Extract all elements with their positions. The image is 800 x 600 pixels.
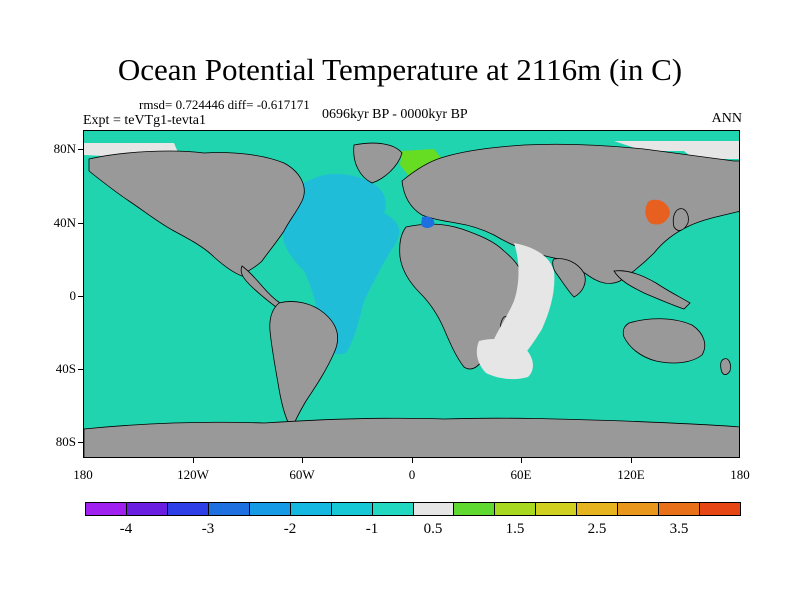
lon-label-180e: 180 [730,467,750,482]
colorbar-swatch [495,503,537,515]
lat-tick [78,296,83,297]
colorbar-swatch [372,503,414,515]
colorbar-label: 3.5 [669,521,689,537]
land-eurasia [401,143,739,284]
experiment-label: Expt = teVTg1-tevta1 [83,113,206,128]
land-north-america [88,150,305,277]
colorbar-swatch [126,503,168,515]
lon-tick [302,458,303,463]
map-title: Ocean Potential Temperature at 2116m (in… [117,52,683,87]
lon-label-120w: 120W [177,467,209,482]
lat-tick [78,442,83,443]
colorbar-label: -2 [283,521,297,537]
colorbar-label: -3 [201,521,215,537]
lon-label-120e: 120E [617,467,645,482]
stats-label: rmsd= 0.724446 diff= -0.617171 [139,97,310,112]
land-antarctica [84,417,739,457]
lon-label-60w: 60W [289,467,315,482]
ocean-temperature-map [84,131,739,457]
colorbar-swatch [86,503,127,515]
lon-label-0: 0 [408,467,416,482]
colorbar-label: -1 [365,521,379,537]
land-greenland [353,142,403,184]
japan-warm-region [645,199,670,225]
colorbar-swatch [577,503,619,515]
colorbar-swatch [454,503,496,515]
colorbar-swatch [536,503,578,515]
lon-label-60e: 60E [510,467,532,482]
colorbar-swatch [290,503,332,515]
lat-tick [78,149,83,150]
land-south-america [269,301,338,430]
colorbar-label: 0.5 [423,521,443,537]
land-japan [672,208,689,231]
colorbar-swatch [208,503,250,515]
lon-tick [193,458,194,463]
land-india [552,258,586,298]
colorbar-swatch [167,503,209,515]
land-new-zealand [720,358,731,375]
colorbar [85,502,741,516]
colorbar-swatch [249,503,291,515]
lat-label-0: 0 [69,288,77,303]
colorbar-label: 1.5 [505,521,525,537]
colorbar-label: 2.5 [587,521,607,537]
colorbar-swatch [618,503,660,515]
southern-indian-light-region [476,339,533,380]
season-label: ANN [711,111,742,126]
arctic-light-region [614,141,739,159]
colorbar-swatch [659,503,701,515]
lat-label-40n: 40N [53,215,76,230]
lat-label-80s: 80S [55,434,76,449]
labrador-cold-region [300,178,336,210]
lon-tick [521,458,522,463]
atlantic-cold-region [282,174,400,355]
colorbar-swatch [413,503,455,515]
indian-ocean-light-region [494,243,555,363]
colorbar-swatch [700,503,740,515]
period-label: 0696kyr BP - 0000kyr BP [322,107,468,122]
land-southeast-asia [613,270,691,310]
lon-label-180w: 180 [73,467,93,482]
colorbar-label: -4 [119,521,133,537]
lat-label-40s: 40S [55,361,76,376]
land-australia [622,318,706,364]
land-masses [84,142,739,457]
mediterranean-cold-region [421,216,435,228]
lon-tick [631,458,632,463]
lat-label-80n: 80N [53,141,76,156]
lat-tick [78,223,83,224]
map-plot-area [83,130,740,458]
colorbar-swatch [331,503,373,515]
lon-tick [412,458,413,463]
lat-tick [78,369,83,370]
